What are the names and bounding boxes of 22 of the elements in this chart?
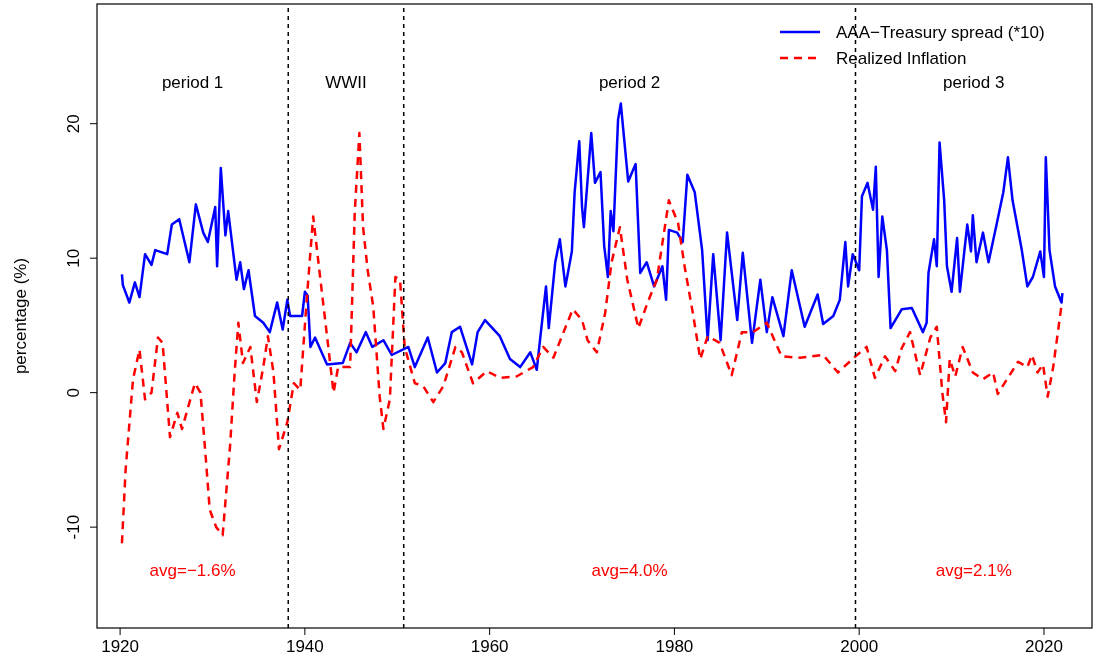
x-tick-label: 2000 xyxy=(840,637,879,656)
x-tick-label: 2020 xyxy=(1025,637,1063,656)
legend-label: Realized Inflation xyxy=(836,48,967,68)
y-tick-label: -10 xyxy=(64,514,83,540)
x-tick-label: 1980 xyxy=(655,637,694,656)
annotation: avg=−1.6% xyxy=(149,560,236,580)
y-tick-label: 10 xyxy=(64,248,83,268)
x-tick-label: 1940 xyxy=(285,637,324,656)
y-tick-label: 20 xyxy=(64,114,83,134)
annotation: period 2 xyxy=(598,72,661,92)
y-tick-label: 0 xyxy=(64,387,83,398)
x-tick-label: 1960 xyxy=(470,637,509,656)
y-axis-title: percentage (%) xyxy=(11,257,30,375)
annotation: avg=4.0% xyxy=(591,560,668,580)
legend-label: AAA−Treasury spread (*10) xyxy=(836,22,1045,42)
annotation: avg=2.1% xyxy=(935,560,1012,580)
annotation: period 1 xyxy=(161,72,224,92)
annotation: period 3 xyxy=(943,72,1005,92)
line-series xyxy=(120,102,1064,374)
line-series xyxy=(120,131,1063,545)
annotation: WWII xyxy=(325,72,367,92)
x-tick-label: 1920 xyxy=(101,637,140,656)
